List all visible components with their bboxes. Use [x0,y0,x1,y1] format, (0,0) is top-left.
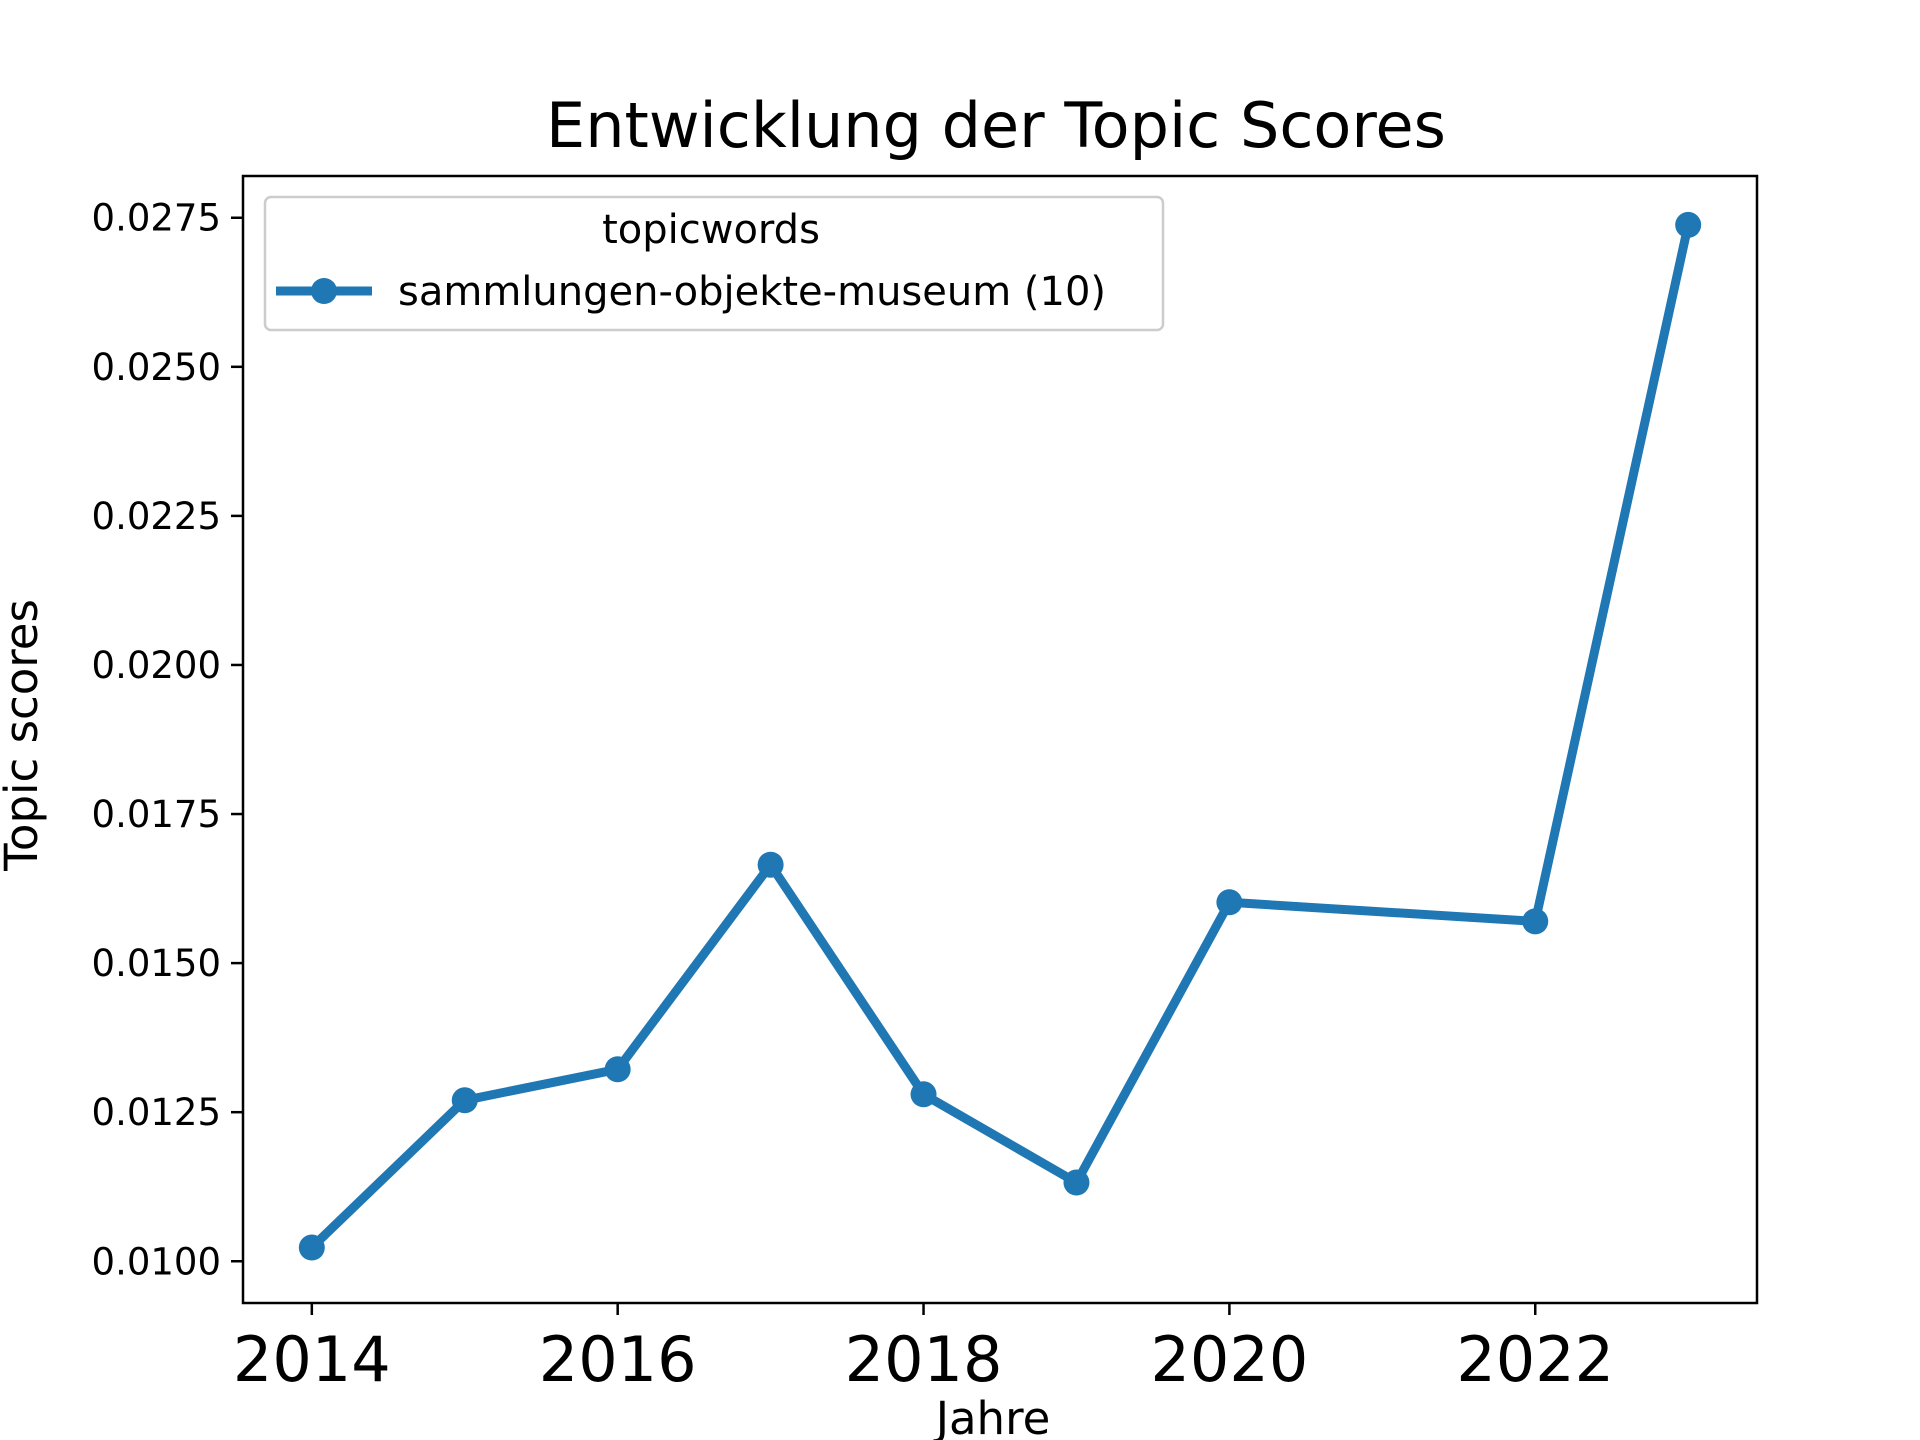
plot-area: 0.0100 0.0125 0.0150 0.0175 0.0200 0.0225 0.02… [92,174,1759,1396]
data-point [604,1056,631,1083]
legend: topicwords sammlungen-objekte-museum (10… [263,195,1165,332]
axes-frame [241,174,1759,1305]
x-tick-label: 2018 [845,1323,1003,1396]
y-tick-label: 0.0275 [92,197,221,240]
data-point [910,1081,937,1108]
data-point [1216,889,1243,916]
series-line [307,220,1693,1252]
y-tick-label: 0.0250 [92,346,221,389]
y-tick-label: 0.0150 [92,942,221,985]
data-point [1675,211,1702,238]
y-tick-label: 0.0175 [92,793,221,836]
x-tick-label: 2022 [1456,1323,1614,1396]
data-point [757,851,784,878]
data-point [451,1087,478,1114]
y-tick-label: 0.0225 [92,495,221,538]
data-point [298,1234,325,1261]
legend-title: topicwords [602,207,820,253]
x-axis-label: Jahre [933,1392,1051,1440]
y-tick-label: 0.0100 [92,1240,221,1283]
legend-series-label: sammlungen-objekte-museum (10) [398,269,1106,315]
data-point [1063,1169,1090,1196]
chart-title: Entwicklung der Topic Scores [546,89,1446,162]
y-tick-label: 0.0125 [92,1091,221,1134]
x-tick-label: 2020 [1150,1323,1308,1396]
x-tick-label: 2014 [233,1323,391,1396]
data-point [1522,908,1549,935]
x-tick-label: 2016 [539,1323,697,1396]
y-tick-label: 0.0200 [92,644,221,687]
y-axis-label: Topic scores [0,599,48,872]
legend-series-marker [311,278,337,304]
legend-frame [263,195,1165,332]
